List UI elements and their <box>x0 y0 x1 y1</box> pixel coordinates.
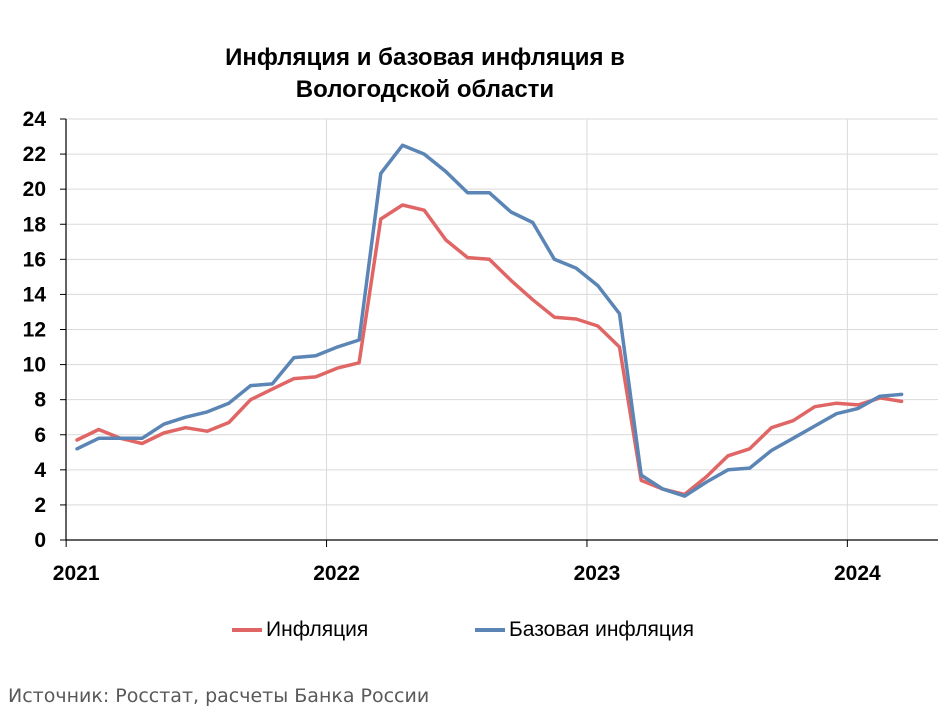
y-tick-label: 22 <box>23 143 46 166</box>
x-axis-ticks: 2021 2022 2023 2024 <box>53 562 881 585</box>
x-tick-label: 2021 <box>53 562 100 585</box>
y-tick-label: 12 <box>23 319 46 342</box>
y-tick-label: 6 <box>34 424 46 447</box>
y-tick-label: 2 <box>34 494 46 517</box>
chart-grid <box>65 118 938 540</box>
y-tick-label: 20 <box>23 178 46 201</box>
series-line-core-inflation <box>75 143 904 498</box>
x-tick-label: 2023 <box>574 562 621 585</box>
legend-label-inflation: Инфляция <box>266 618 369 641</box>
y-tick-label: 0 <box>34 529 46 552</box>
y-tick-label: 24 <box>23 108 47 131</box>
legend-label-core-inflation: Базовая инфляция <box>509 618 695 641</box>
source-note: Источник: Росстат, расчеты Банка России <box>8 685 430 707</box>
y-tick-label: 10 <box>23 354 46 377</box>
chart-title-line-1: Инфляция и базовая инфляция в <box>225 44 625 71</box>
chart-title-line-2: Вологодской области <box>295 76 555 103</box>
x-tick-label: 2024 <box>834 562 881 585</box>
legend-swatch-core-inflation <box>475 628 505 632</box>
y-tick-label: 14 <box>23 283 47 306</box>
y-tick-label: 16 <box>23 248 46 271</box>
y-tick-label: 8 <box>34 389 46 412</box>
x-tick-label: 2022 <box>313 562 360 585</box>
chart-axes <box>60 118 938 547</box>
legend-item-inflation: Инфляция <box>232 616 368 644</box>
legend-item-core-inflation: Базовая инфляция <box>475 616 694 644</box>
series-line-inflation <box>75 203 904 497</box>
y-tick-label: 18 <box>23 213 47 236</box>
y-tick-label: 4 <box>34 459 46 482</box>
legend-swatch-inflation <box>232 628 262 632</box>
series-lines <box>75 143 904 498</box>
